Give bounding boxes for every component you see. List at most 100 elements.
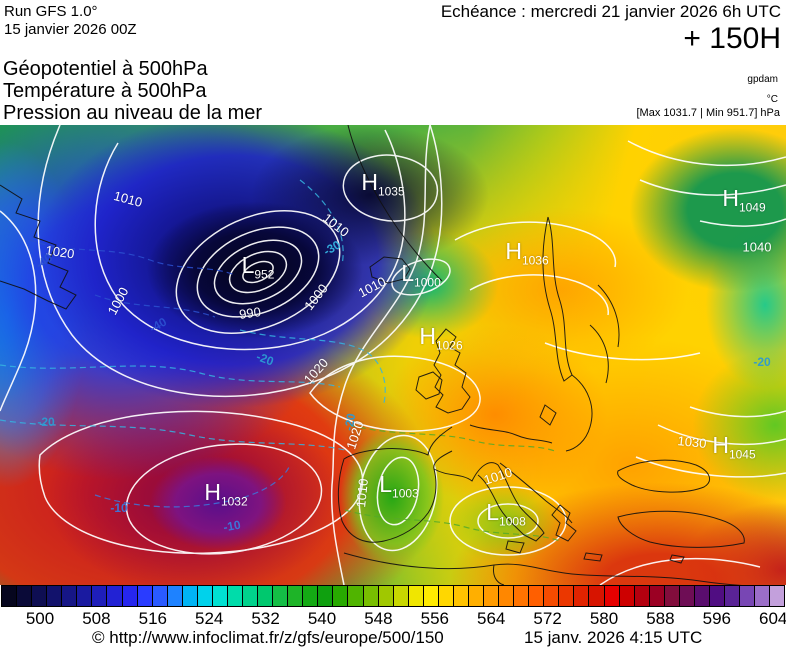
colorbar-tick-580: 580 — [589, 609, 619, 628]
colorbar-cell — [287, 585, 303, 607]
isobar-label: 1010 — [319, 210, 353, 240]
model-run-line1: Run GFS 1.0° — [4, 3, 98, 20]
pressure-center-L1000: L1000 — [401, 260, 441, 290]
unit-temperature: °C — [766, 94, 778, 105]
temperature-label: -20 — [254, 349, 276, 369]
colorbar-cell — [663, 585, 679, 607]
colorbar-cell — [513, 585, 529, 607]
colorbar-cell — [196, 585, 212, 607]
pressure-center-H1045: H1045 — [712, 432, 756, 462]
colorbar-tick-572: 572 — [533, 609, 562, 628]
colorbar-cell — [362, 585, 378, 607]
colorbar-cell — [181, 585, 197, 607]
colorbar-cell — [437, 585, 453, 607]
colorbar-cell — [603, 585, 619, 607]
colorbar-cell — [588, 585, 604, 607]
colorbar-cell — [618, 585, 634, 607]
isobar-label: 990 — [238, 304, 262, 322]
colorbar-cell — [724, 585, 740, 607]
colorbar-cell — [769, 585, 786, 607]
unit-geopotential: gpdam — [747, 74, 778, 85]
forecast-hour: + 150H — [683, 22, 781, 55]
colorbar-cell — [407, 585, 423, 607]
isobar-label: 1010 — [353, 477, 371, 509]
pressure-center-H1026: H1026 — [419, 323, 463, 353]
colorbar-tick-532: 532 — [251, 609, 280, 628]
parameter-temperature: Température à 500hPa — [3, 80, 207, 102]
isobar-label: 1000 — [104, 284, 132, 318]
colorbar-tick-556: 556 — [420, 609, 449, 628]
pressure-center-H1036: H1036 — [505, 238, 549, 268]
temperature-label: -10 — [110, 501, 128, 515]
colorbar-cell — [754, 585, 770, 607]
colorbar-cell — [739, 585, 755, 607]
geopotential-colorbar — [1, 585, 786, 607]
colorbar-cell — [332, 585, 348, 607]
colorbar-cell — [392, 585, 408, 607]
temperature-label: -40 — [146, 314, 170, 336]
colorbar-cell — [648, 585, 664, 607]
colorbar-cell — [317, 585, 333, 607]
colorbar-cell — [693, 585, 709, 607]
parameter-list: Géopotentiel à 500hPa Température à 500h… — [3, 58, 262, 124]
colorbar-tick-564: 564 — [477, 609, 506, 628]
map-labels-layer: L952 L1000 H1035 H1036 H1049 H1026 H1032 L1003 L… — [0, 125, 786, 585]
colorbar-tick-540: 540 — [307, 609, 337, 628]
temperature-label: -20 — [753, 355, 771, 369]
colorbar-tick-500: 500 — [25, 609, 55, 628]
colorbar-cell — [347, 585, 363, 607]
model-run-info: Run GFS 1.0° 15 janvier 2026 00Z — [4, 3, 137, 39]
colorbar-tick-548: 548 — [364, 609, 393, 628]
colorbar-cell — [136, 585, 152, 607]
parameter-geopotential: Géopotentiel à 500hPa — [3, 58, 208, 80]
colorbar-cell — [1, 585, 17, 607]
pressure-center-L1003: L1003 — [379, 471, 419, 501]
pressure-minmax: [Max 1031.7 | Min 951.7] hPa — [636, 107, 781, 119]
colorbar-tick-604: 604 — [759, 609, 786, 628]
colorbar-tick-508: 508 — [82, 609, 111, 628]
pressure-center-H1032: H1032 — [204, 479, 248, 509]
colorbar-cell — [377, 585, 393, 607]
parameter-mslp: Pression au niveau de la mer — [3, 102, 263, 124]
colorbar-cell — [242, 585, 258, 607]
colorbar-cell — [76, 585, 92, 607]
colorbar-tick-588: 588 — [646, 609, 675, 628]
colorbar-cell — [573, 585, 589, 607]
colorbar-tick-516: 516 — [138, 609, 167, 628]
forecast-valid-time: Echéance : mercredi 21 janvier 2026 6h U… — [440, 2, 781, 21]
colorbar-cell — [422, 585, 438, 607]
colorbar-cell — [467, 585, 483, 607]
colorbar-cell — [483, 585, 499, 607]
colorbar-cell — [633, 585, 649, 607]
colorbar-tick-596: 596 — [702, 609, 731, 628]
colorbar-cell — [121, 585, 137, 607]
pressure-center-L1008: L1008 — [486, 499, 526, 529]
isobar-label: 1030 — [676, 433, 708, 451]
colorbar-cell — [16, 585, 32, 607]
colorbar-cell — [166, 585, 182, 607]
colorbar-cell — [31, 585, 47, 607]
colorbar-tick-524: 524 — [195, 609, 224, 628]
colorbar-cell — [61, 585, 77, 607]
isobar-label: 1000 — [301, 280, 331, 314]
colorbar-tick-labels: 500 508 516 524 532 540 548 556 564 572 580 588 596 6… — [0, 609, 786, 631]
model-run-line2: 15 janvier 2026 00Z — [4, 21, 137, 38]
temperature-label: -20 — [341, 412, 359, 432]
colorbar-cell — [558, 585, 574, 607]
temperature-label: -20 — [37, 415, 55, 429]
isobar-label: 1010 — [481, 464, 515, 488]
colorbar-cell — [708, 585, 724, 607]
colorbar-cell — [226, 585, 242, 607]
colorbar-cell — [543, 585, 559, 607]
isobar-label: 1010 — [355, 273, 389, 301]
source-url: © http://www.infoclimat.fr/z/gfs/europe/… — [92, 628, 444, 647]
temperature-label: -30 — [320, 237, 344, 259]
pressure-center-H1049: H1049 — [722, 185, 766, 215]
colorbar-cell — [106, 585, 122, 607]
colorbar-cell — [452, 585, 468, 607]
weather-map-image: L952 L1000 H1035 H1036 H1049 H1026 H1032 L1003 L… — [0, 125, 786, 585]
isobar-label: 1040 — [742, 239, 772, 255]
colorbar-cell — [257, 585, 273, 607]
isobar-label: 1020 — [300, 355, 332, 387]
